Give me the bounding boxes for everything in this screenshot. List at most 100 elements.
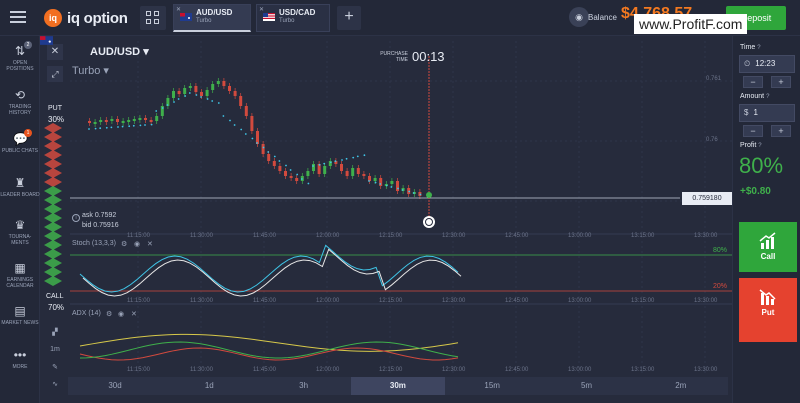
sidebar-item-earnings-calendar[interactable]: ▦ Earnings calendar: [0, 261, 40, 289]
close-icon[interactable]: ✕: [131, 311, 137, 318]
gear-icon[interactable]: ⚙: [121, 241, 128, 248]
sar-dot: [341, 159, 343, 161]
sidebar-item-leader-board[interactable]: ♜ Leader board: [0, 176, 40, 198]
sentiment-chevron: [44, 213, 62, 223]
candle: [345, 171, 349, 176]
sar-dot: [368, 180, 370, 182]
adx-line: [79, 333, 459, 352]
draw-icon[interactable]: ✎: [52, 364, 58, 371]
timeframe-30d[interactable]: 30d: [108, 381, 122, 390]
sar-dot: [244, 133, 247, 135]
adx-minus-di-line: [79, 347, 459, 361]
time-plus-button[interactable]: +: [771, 76, 791, 88]
candle: [267, 154, 271, 161]
eye-icon[interactable]: ◉: [134, 241, 141, 248]
sar-dot: [177, 98, 180, 100]
candle: [390, 181, 394, 184]
sidebar-item-label: Trading history: [8, 104, 32, 116]
sar-dot: [390, 186, 393, 188]
sidebar-item-tournaments[interactable]: ♛ Tourna-ments: [0, 218, 40, 246]
interval-button[interactable]: 1m: [50, 346, 60, 353]
candle: [110, 119, 114, 121]
sidebar: ⇅ 2 Open positions ⟲ Trading history 💬 1…: [0, 36, 40, 403]
adx-indicator-label: ADX (14): [72, 310, 101, 317]
amount-field[interactable]: $1: [739, 104, 795, 122]
timeframe-1d[interactable]: 1d: [204, 381, 214, 390]
expiry-time-field[interactable]: ⏲ 12:23: [739, 55, 795, 73]
balance-label[interactable]: Balance: [588, 13, 617, 22]
candle: [317, 164, 321, 174]
chart-canvas[interactable]: [40, 36, 732, 403]
sar-dot: [374, 181, 377, 184]
logo: iq iq option: [44, 8, 128, 28]
time-axis-label: 12:15:00: [379, 367, 403, 373]
close-icon[interactable]: ✕: [147, 241, 153, 248]
amount-plus-button[interactable]: +: [771, 125, 791, 137]
gear-icon[interactable]: ⚙: [106, 311, 113, 318]
candle: [272, 161, 276, 166]
logo-text: iq option: [67, 9, 128, 27]
candle: [222, 81, 226, 86]
tab-close-icon[interactable]: ✕: [259, 7, 265, 13]
sar-dot: [200, 96, 202, 98]
candle: [239, 96, 243, 106]
draw-tool-icon[interactable]: ⤢: [47, 66, 63, 82]
time-axis-label: 12:00:00: [316, 233, 340, 239]
expiry-time-value: 12:23: [755, 59, 776, 68]
timeframe-2m[interactable]: 2m: [675, 381, 687, 390]
close-chart-button[interactable]: ✕: [47, 44, 63, 60]
sentiment-chevron: [44, 195, 62, 205]
sentiment-chevron: [44, 168, 62, 178]
time-axis-label: 11:45:00: [253, 233, 276, 239]
price-tick: 0.76: [706, 137, 718, 143]
timeframe-30m[interactable]: 30m: [350, 377, 445, 395]
logo-mark: iq: [44, 9, 62, 27]
candle: [233, 91, 237, 96]
level-20-label: 20%: [713, 283, 728, 290]
chart-area[interactable]: ✕ ⤢ AUD/USD ▾ Turbo ▾ PUT 30% CALL 70% P…: [40, 36, 732, 403]
time-axis-label: 11:15:00: [127, 367, 150, 373]
eye-icon[interactable]: ◉: [118, 311, 125, 318]
count-badge: 1: [24, 129, 32, 137]
sidebar-item-more[interactable]: ••• More: [0, 348, 40, 370]
camera-icon[interactable]: ◉: [569, 7, 589, 27]
sentiment-chevron: [44, 177, 62, 187]
sar-dot: [139, 124, 142, 127]
leaderboard-icon: ♜: [14, 176, 26, 190]
mode-selector[interactable]: Turbo ▾: [72, 65, 109, 77]
put-button[interactable]: Put: [739, 278, 797, 342]
sentiment-chevron: [44, 249, 62, 259]
chart-type-icon[interactable]: ▞: [52, 329, 58, 336]
amount-minus-button[interactable]: −: [743, 125, 763, 137]
timeframe-5m[interactable]: 5m: [580, 381, 593, 390]
indicator-icon[interactable]: ∿: [52, 381, 58, 388]
current-price-label: 0.759180: [682, 192, 732, 205]
asset-selector[interactable]: AUD/USD ▾: [90, 45, 149, 58]
menu-icon[interactable]: [10, 11, 26, 23]
time-minus-button[interactable]: −: [743, 76, 763, 88]
candle: [278, 166, 282, 171]
time-axis-label: 11:45:00: [253, 367, 276, 373]
sidebar-item-open-positions[interactable]: ⇅ 2 Open positions: [0, 41, 40, 72]
sidebar-item-public-chats[interactable]: 💬 1 Public chats: [0, 129, 40, 154]
candle: [256, 131, 259, 144]
candle: [216, 81, 220, 84]
sidebar-item-market-news[interactable]: ▤ Market news: [0, 304, 40, 326]
timeframe-3h[interactable]: 3h: [299, 381, 309, 390]
help-icon: ?: [758, 143, 762, 149]
sar-dot: [229, 119, 231, 122]
grid-layout-icon[interactable]: [140, 6, 166, 30]
candle: [93, 122, 97, 124]
stoch-d-line: [82, 248, 462, 297]
add-tab-button[interactable]: +: [337, 6, 361, 30]
tab-close-icon[interactable]: ✕: [176, 7, 182, 13]
call-button[interactable]: Call: [739, 222, 797, 272]
candle: [250, 116, 254, 131]
info-icon[interactable]: i: [72, 214, 80, 222]
tab-usd-cad[interactable]: ✕ USD/CAD Turbo: [256, 4, 330, 32]
sidebar-item-trading-history[interactable]: ⟲ Trading history: [0, 88, 40, 116]
sentiment-chevron: [44, 267, 62, 277]
sar-dot: [329, 161, 332, 164]
tab-aud-usd[interactable]: ✕ AUD/USD Turbo: [173, 4, 251, 32]
timeframe-15m[interactable]: 15m: [484, 381, 500, 390]
